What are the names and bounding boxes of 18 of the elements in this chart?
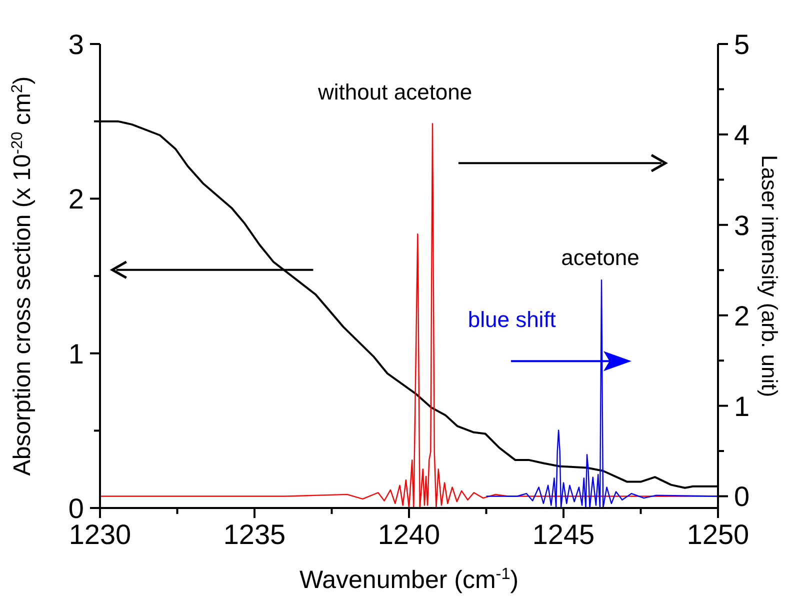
y-tick-label: 2 bbox=[68, 184, 84, 215]
x-tick-label: 1250 bbox=[686, 519, 750, 550]
y-tick-label: 1 bbox=[68, 338, 84, 370]
y2-axis-title: Laser intensity (arb. unit) bbox=[757, 154, 782, 398]
annotation: without acetone bbox=[317, 80, 472, 105]
y2-tick-label: 0 bbox=[734, 481, 750, 512]
y-tick-label: 3 bbox=[68, 29, 84, 60]
y2-tick-label: 5 bbox=[734, 29, 750, 60]
y2-tick-label: 2 bbox=[734, 300, 750, 332]
annotation: acetone bbox=[561, 245, 640, 270]
x-tick-label: 1235 bbox=[223, 519, 286, 550]
y2-tick-label: 1 bbox=[734, 390, 750, 422]
y2-tick-label: 4 bbox=[734, 119, 750, 150]
x-axis-title: Wavenumber (cm$^{-1}$) bbox=[299, 565, 519, 594]
y2-tick-label: 3 bbox=[734, 210, 750, 241]
x-tick-label: 1245 bbox=[532, 519, 595, 550]
x-tick-label: 1240 bbox=[378, 519, 440, 550]
annotation: blue shift bbox=[468, 307, 556, 332]
